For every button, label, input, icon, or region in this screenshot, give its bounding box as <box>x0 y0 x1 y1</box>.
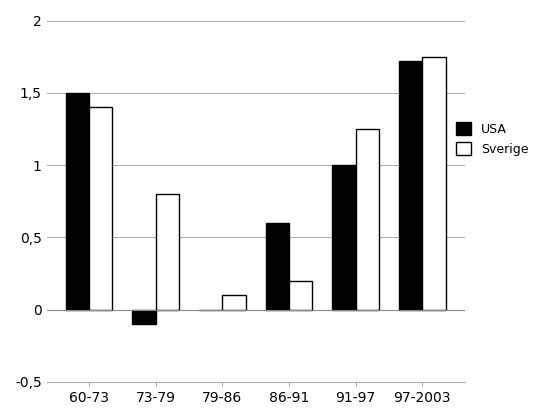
Bar <box>65 93 89 310</box>
Bar <box>289 281 312 310</box>
Bar <box>132 310 156 324</box>
Bar <box>89 107 112 310</box>
Bar <box>399 61 422 310</box>
Bar <box>355 129 379 310</box>
Bar <box>156 194 179 310</box>
Bar <box>222 295 245 310</box>
Bar <box>332 165 355 310</box>
Legend: USA, Sverige: USA, Sverige <box>451 117 534 160</box>
Bar <box>422 57 446 310</box>
Bar <box>266 223 289 310</box>
